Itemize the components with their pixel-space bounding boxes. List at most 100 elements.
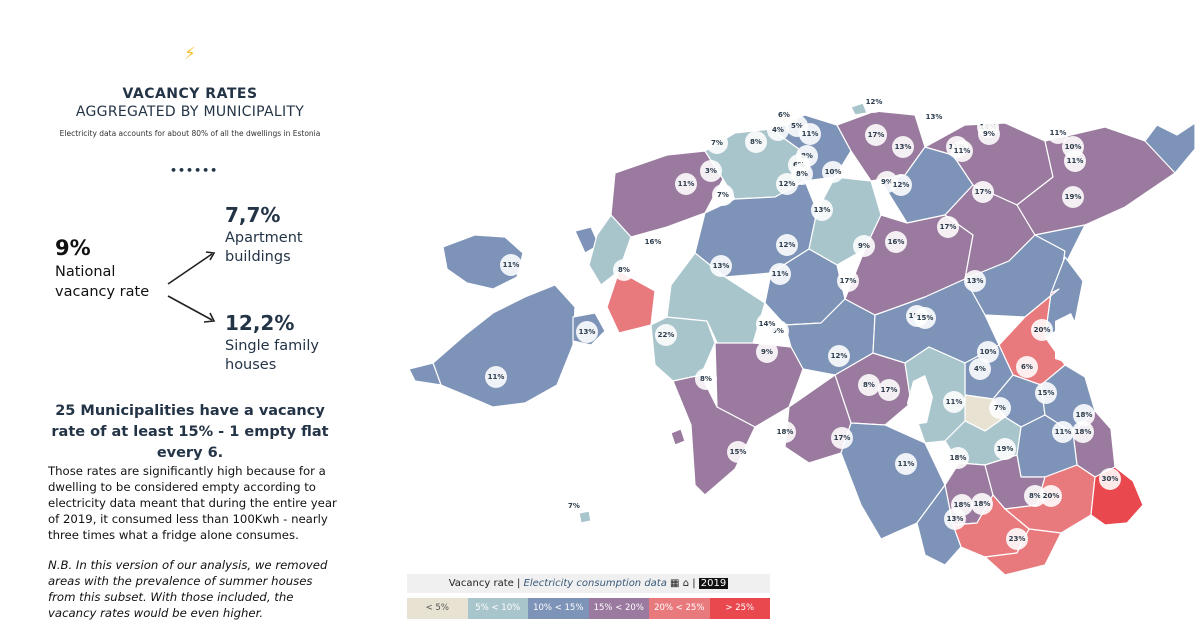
map-value-label: 8% (858, 374, 880, 396)
region-ruhnu (578, 510, 592, 524)
map-value-label: 17% (878, 379, 900, 401)
map-value-label: 11% (1052, 421, 1074, 443)
legend-item: 20% < 25% (649, 598, 710, 619)
apartment-rate-label: Apartment buildings (225, 230, 303, 265)
map-value-label: 13% (576, 321, 598, 343)
map-value-label: 6% (1016, 356, 1038, 378)
map-value-label: 15% (914, 307, 936, 329)
map-value-label: 18% (947, 447, 969, 469)
map-value-label: 11% (485, 366, 507, 388)
explanation-paragraph: Those rates are significantly high becau… (48, 464, 337, 542)
legend-item: < 5% (407, 598, 468, 619)
map-value-label: 12% (776, 234, 798, 256)
map-value-label: 10% (822, 161, 844, 183)
map-value-label: 23% (1006, 528, 1028, 550)
map-value-label: 16% (885, 231, 907, 253)
region-hiiumaa (442, 234, 524, 290)
region-lyanemaa-n (588, 214, 632, 286)
map-value-label: 11% (1064, 150, 1086, 172)
map-value-label: 11% (895, 453, 917, 475)
map-value-label: 20% (1031, 319, 1053, 341)
region-lyanemaa-s (606, 270, 656, 334)
map-value-label: 12% (890, 174, 912, 196)
region-ida-viru (1016, 124, 1178, 236)
map-value-label: 11% (799, 123, 821, 145)
split-arrows (167, 251, 216, 323)
map-value-label: 8% (791, 163, 813, 185)
map-value-label: 13% (944, 508, 966, 530)
map-value-label: 10% (977, 341, 999, 363)
map-value-label: 9% (853, 235, 875, 257)
map-value-label: 8% (745, 131, 767, 153)
house-icon: ⌂ (682, 578, 690, 589)
region-saaremaa-sw (408, 362, 442, 386)
map-value-label: 17% (831, 427, 853, 449)
map-value-label: 19% (994, 438, 1016, 460)
headline: 25 Municipalities have a vacancy rate of… (51, 403, 329, 461)
region-parnu (672, 374, 756, 496)
legend-item: 10% < 15% (528, 598, 589, 619)
lake-peipsi (1055, 313, 1081, 365)
page-subtitle: AGGREGATED BY MUNICIPALITY (75, 104, 305, 120)
lake-vortsjarv (907, 375, 933, 425)
region-kihnu (670, 428, 686, 446)
map-value-label: 11% (675, 173, 697, 195)
nb-note: N.B. In this version of our analysis, we… (48, 558, 328, 620)
map-value-label: 19% (1062, 186, 1084, 208)
map-value-label: 13% (811, 199, 833, 221)
region-saaremaa (432, 284, 576, 408)
map-value-label: 11% (951, 140, 973, 162)
page-title: VACANCY RATES (122, 86, 258, 102)
map-value-label: 12% (828, 345, 850, 367)
map-value-label: 7% (989, 397, 1011, 419)
map-value-label: 8% (613, 259, 635, 281)
national-rate-label: National vacancy rate (55, 264, 150, 300)
map-value-label: 18% (1073, 404, 1095, 426)
region-rouge (984, 528, 1062, 576)
legend-title-source: Electricity consumption data (523, 578, 667, 589)
map-value-label: 11% (943, 391, 965, 413)
family-rate-value: 12,2% (225, 311, 295, 335)
map-value-label: 13% (923, 106, 945, 128)
map-value-label: 3% (700, 160, 722, 182)
map-value-label: 12% (863, 91, 885, 113)
map-value-label: 13% (710, 255, 732, 277)
map-value-label: 18% (774, 421, 796, 443)
legend-year: 2019 (698, 578, 729, 589)
map-value-label: 18% (1072, 421, 1094, 443)
map-value-label: 9% (978, 123, 1000, 145)
region-narva (1144, 122, 1195, 174)
map-value-label: 17% (865, 124, 887, 146)
map-value-label: 14% (756, 313, 778, 335)
family-rate-label: Single family houses (225, 338, 319, 373)
map-value-label: 11% (1047, 122, 1069, 144)
map-value-label: 17% (837, 270, 859, 292)
map-value-label: 4% (767, 119, 789, 141)
map-value-label: 7% (712, 184, 734, 206)
map-value-label: 11% (500, 254, 522, 276)
estonia-map: 12%13%16%6%5%11%8%17%11%13%8%6%7%4%11%10… (405, 85, 1195, 580)
map-value-label: 13% (892, 136, 914, 158)
legend-title: Vacancy rate | Electricity consumption d… (407, 574, 770, 593)
legend-title-prefix: Vacancy rate | (448, 578, 521, 589)
map-value-label: 15% (1035, 382, 1057, 404)
map-value-label: 9% (756, 341, 778, 363)
map-value-label: 4% (969, 358, 991, 380)
map-value-label: 11% (769, 263, 791, 285)
lightning-icon: ⚡ (184, 44, 196, 64)
map-value-label: 7% (706, 132, 728, 154)
info-panel: ⚡ VACANCY RATES AGGREGATED BY MUNICIPALI… (0, 0, 400, 637)
map-value-label: 13% (964, 270, 986, 292)
legend-item: 5% < 10% (467, 598, 528, 619)
legend-bar: < 5% 5% < 10% 10% < 15% 15% < 20% 20% < 25% >… (407, 598, 770, 619)
building-icon: ▦ (670, 578, 680, 589)
map-value-label: 7% (568, 502, 580, 510)
legend-title-separator: | (692, 578, 696, 589)
map-value-label: 22% (655, 324, 677, 346)
map-value-label: 20% (1040, 485, 1062, 507)
map-value-label: 8% (695, 368, 717, 390)
legend-item: > 25% (709, 598, 770, 619)
legend-item: 15% < 20% (588, 598, 649, 619)
divider: •••••• (170, 164, 219, 177)
data-note: Electricity data accounts for about 80% … (59, 129, 321, 138)
